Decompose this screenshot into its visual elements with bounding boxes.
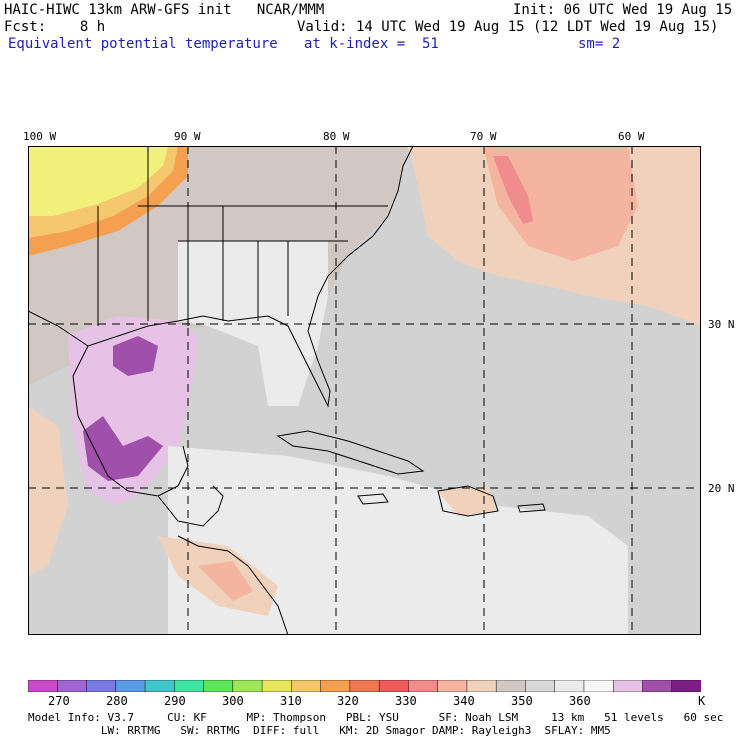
- colorbar-swatch: [554, 680, 585, 692]
- lon-label-80w: 80 W: [323, 130, 350, 143]
- colorbar-swatch: [28, 680, 59, 692]
- colorbar-label-340: 340: [453, 694, 475, 708]
- caribbean-light-region: [168, 446, 628, 635]
- lat-label-20n: 20 N: [708, 482, 735, 495]
- puerto-rico-outline: [517, 503, 546, 513]
- colorbar-swatch: [671, 680, 701, 692]
- model-info-line1: Model Info: V3.7 CU: KF MP: Thompson PBL…: [28, 711, 724, 724]
- colorbar-swatch: [203, 680, 234, 692]
- colorbar-swatch: [232, 680, 263, 692]
- colorbar-swatch: [642, 680, 673, 692]
- colorbar-label-280: 280: [106, 694, 128, 708]
- lon-label-90w: 90 W: [174, 130, 201, 143]
- colorbar-label-270: 270: [48, 694, 70, 708]
- colorbar-label-350: 350: [511, 694, 533, 708]
- colorbar-swatch: [57, 680, 88, 692]
- colorbar-swatch: [583, 680, 614, 692]
- lat-lon-grid: [28, 146, 701, 635]
- colorbar-unit: K: [698, 694, 706, 708]
- lon-label-60w: 60 W: [618, 130, 645, 143]
- cuba-outline: [276, 430, 425, 475]
- colorbar-swatch: [437, 680, 468, 692]
- smoothing: sm= 2: [578, 36, 621, 52]
- mexico-west-warm: [28, 406, 68, 576]
- colorbar-swatch: [320, 680, 351, 692]
- colorbar-swatch: [408, 680, 439, 692]
- colorbar-swatch: [378, 680, 410, 692]
- colorbar-swatch: [525, 680, 556, 692]
- us-gulf-coast: [28, 146, 414, 408]
- colorbar: [28, 680, 701, 692]
- init-time: Init: 06 UTC Wed 19 Aug 15: [513, 2, 733, 18]
- lon-label-100w: 100 W: [23, 130, 57, 143]
- hispaniola-outline: [437, 485, 499, 517]
- colorbar-swatch: [466, 680, 497, 692]
- gulf-high-thetae-1: [113, 336, 158, 376]
- colorbar-swatch: [349, 680, 380, 692]
- forecast-hour: Fcst: 8 h: [4, 19, 106, 35]
- colorbar-swatch: [86, 680, 117, 692]
- colorbar-swatch: [261, 680, 293, 692]
- colorbar-swatch: [115, 680, 146, 692]
- mexico-coast: [72, 345, 189, 497]
- colorbar-label-360: 360: [569, 694, 591, 708]
- model-title: HAIC-HIWC 13km ARW-GFS init NCAR/MMM: [4, 2, 325, 18]
- theta-e-map: [28, 146, 701, 635]
- model-info-line2: LW: RRTMG SW: RRTMG DIFF: full KM: 2D Sm…: [28, 724, 611, 737]
- colorbar-label-290: 290: [164, 694, 186, 708]
- colorbar-swatch: [495, 680, 527, 692]
- colorbar-label-330: 330: [395, 694, 417, 708]
- coastlines: [28, 146, 546, 635]
- level-index: at k-index = 51: [304, 36, 439, 52]
- colorbar-swatch: [612, 680, 644, 692]
- map-frame: [28, 146, 701, 635]
- colorbar-label-300: 300: [222, 694, 244, 708]
- field-name: Equivalent potential temperature: [8, 36, 278, 52]
- valid-time: Valid: 14 UTC Wed 19 Aug 15 (12 LDT Wed …: [297, 19, 719, 35]
- hispaniola-warm: [438, 486, 498, 516]
- atlantic-hot-streak: [493, 156, 533, 224]
- lon-label-70w: 70 W: [470, 130, 497, 143]
- colorbar-swatch: [144, 680, 176, 692]
- central-america-coast: [177, 535, 289, 635]
- colorbar-label-320: 320: [337, 694, 359, 708]
- gulf-high-thetae-2: [83, 416, 163, 481]
- colorbar-swatch: [291, 680, 322, 692]
- jamaica-outline: [357, 493, 389, 505]
- colorbar-label-310: 310: [280, 694, 302, 708]
- colorbar-swatch: [174, 680, 205, 692]
- yucatan-coast: [157, 485, 224, 527]
- plains-yellow-region: [28, 146, 168, 216]
- central-america-hot: [198, 561, 253, 601]
- atlantic-warm-core: [483, 146, 638, 261]
- lat-label-30n: 30 N: [708, 318, 735, 331]
